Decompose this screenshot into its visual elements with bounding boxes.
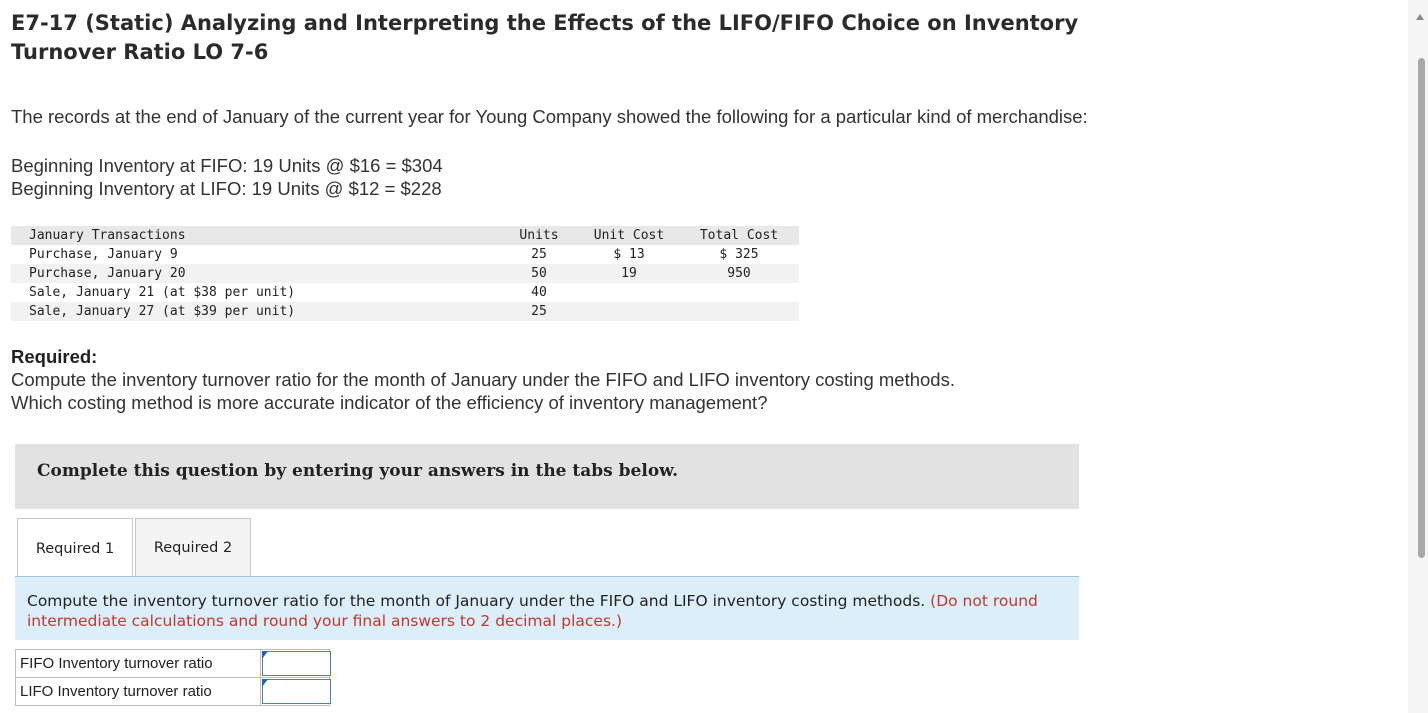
vertical-scrollbar[interactable] (1408, 0, 1428, 713)
cell-description: Sale, January 21 (at $38 per unit) (29, 285, 296, 300)
fifo-ratio-input[interactable] (262, 651, 331, 676)
rounding-note: (Do not round intermediate calculations … (27, 592, 1038, 630)
header-units: Units (519, 228, 559, 243)
instructions-paragraph: Compute the inventory turnover ratio for… (27, 591, 1067, 631)
cell-unit-cost (579, 283, 679, 302)
cell-unit-cost: $ 13 (613, 247, 645, 262)
beginning-inventory: Beginning Inventory at FIFO: 19 Units @ … (11, 154, 443, 200)
tab-divider (15, 576, 1079, 577)
fifo-ratio-label: FIFO Inventory turnover ratio (15, 649, 261, 678)
cell-units: 50 (531, 266, 547, 281)
question-title: E7-17 (Static) Analyzing and Interpretin… (11, 11, 1079, 64)
table-row: Sale, January 21 (at $38 per unit) 40 (11, 283, 799, 302)
cell-description: Purchase, January 9 (29, 247, 178, 262)
tab-required-2[interactable]: Required 2 (135, 518, 251, 577)
fifo-ratio-cell (260, 649, 331, 678)
cell-units: 40 (531, 285, 547, 300)
cell-total-cost: $ 325 (719, 247, 759, 262)
table-row: Purchase, January 9 25 $ 13 $ 325 (11, 245, 799, 264)
lifo-ratio-cell (260, 677, 331, 706)
input-flag-icon (262, 679, 268, 687)
cell-unit-cost (579, 302, 679, 321)
transactions-table: January Transactions Units Unit Cost Tot… (11, 226, 799, 321)
cell-total-cost (679, 283, 799, 302)
scroll-up-arrow-icon[interactable] (1416, 14, 1424, 20)
cell-description: Sale, January 27 (at $39 per unit) (29, 304, 296, 319)
cell-unit-cost: 19 (621, 266, 637, 281)
required-section: Required: Compute the inventory turnover… (11, 345, 955, 414)
answer-row-fifo: FIFO Inventory turnover ratio (15, 649, 331, 678)
cell-units: 25 (531, 304, 547, 319)
required-heading: Required: (11, 346, 98, 367)
input-flag-icon (262, 651, 268, 659)
intro-text: The records at the end of January of the… (11, 106, 1088, 127)
header-unit-cost: Unit Cost (593, 228, 665, 243)
lifo-ratio-label: LIFO Inventory turnover ratio (15, 677, 261, 706)
tab-required-1[interactable]: Required 1 (17, 518, 133, 578)
instructions-text: Compute the inventory turnover ratio for… (27, 592, 926, 610)
scrollbar-thumb[interactable] (1418, 58, 1425, 558)
table-row: Sale, January 27 (at $39 per unit) 25 (11, 302, 799, 321)
cell-total-cost (679, 302, 799, 321)
table-header-row: January Transactions Units Unit Cost Tot… (11, 226, 799, 245)
beginning-inventory-lifo: Beginning Inventory at LIFO: 19 Units @ … (11, 178, 442, 199)
answer-table: FIFO Inventory turnover ratio LIFO Inven… (15, 649, 331, 706)
lifo-ratio-input[interactable] (262, 679, 331, 704)
required-line-1: Compute the inventory turnover ratio for… (11, 369, 955, 390)
required-line-2: Which costing method is more accurate in… (11, 392, 768, 413)
cell-units: 25 (531, 247, 547, 262)
header-total-cost: Total Cost (699, 228, 779, 243)
cell-total-cost: 950 (727, 266, 751, 281)
table-row: Purchase, January 20 50 19 950 (11, 264, 799, 283)
tab-instructions: Compute the inventory turnover ratio for… (15, 577, 1079, 640)
banner-text: Complete this question by entering your … (37, 461, 678, 481)
header-transactions: January Transactions (29, 228, 186, 243)
instruction-banner: Complete this question by entering your … (15, 444, 1079, 509)
beginning-inventory-fifo: Beginning Inventory at FIFO: 19 Units @ … (11, 155, 443, 176)
answer-row-lifo: LIFO Inventory turnover ratio (15, 677, 331, 706)
cell-description: Purchase, January 20 (29, 266, 186, 281)
